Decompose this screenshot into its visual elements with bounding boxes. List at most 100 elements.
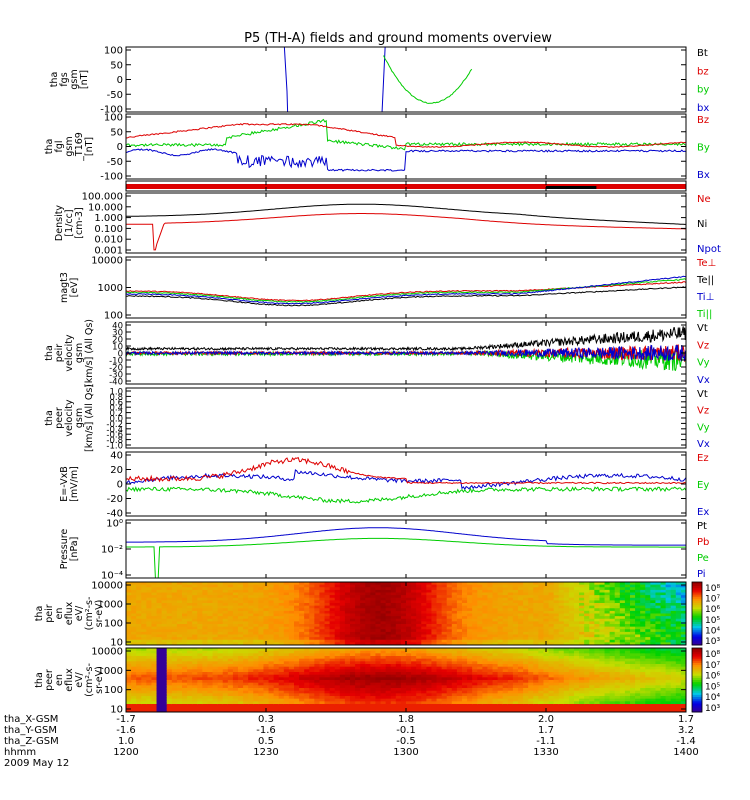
heatmap-cell — [574, 603, 580, 607]
heatmap-cell — [126, 584, 132, 588]
heatmap-cell — [334, 639, 341, 643]
heatmap-cell — [512, 608, 519, 612]
heatmap-cell — [273, 650, 280, 654]
heatmap-cell — [385, 661, 392, 665]
heatmap-cell — [217, 674, 224, 678]
heatmap-cell — [533, 634, 539, 638]
heatmap-cell — [426, 680, 433, 684]
heatmap-cell — [589, 597, 595, 601]
heatmap-cell — [630, 626, 636, 630]
heatmap-cell — [278, 608, 285, 612]
heatmap-cell — [477, 674, 483, 678]
heatmap-cell — [288, 631, 295, 636]
heatmap-cell — [660, 603, 667, 607]
heatmap-cell — [263, 597, 270, 601]
heatmap-cell — [248, 639, 254, 643]
heatmap-cell — [411, 584, 417, 588]
heatmap-cell — [319, 597, 326, 601]
heatmap-cell — [350, 589, 356, 594]
heatmap-cell — [406, 595, 412, 599]
heatmap-cell — [380, 584, 387, 588]
heatmap-cell — [324, 664, 331, 668]
heatmap-cell — [288, 634, 295, 638]
heatmap-cell — [497, 629, 504, 633]
heatmap-cell — [456, 704, 463, 708]
heatmap-cell — [227, 650, 234, 654]
heatmap-cell — [248, 584, 254, 588]
heatmap-cell — [614, 595, 621, 599]
heatmap-cell — [166, 669, 173, 673]
heatmap-cell — [207, 661, 214, 665]
heatmap-cell — [492, 669, 499, 673]
heatmap-cell — [436, 626, 443, 630]
heatmap-cell — [329, 582, 336, 586]
heatmap-cell — [416, 631, 422, 636]
heatmap-cell — [441, 682, 448, 686]
heatmap-cell — [635, 616, 641, 620]
heatmap-cell — [268, 589, 275, 594]
heatmap-cell — [375, 693, 382, 697]
heatmap-cell — [248, 674, 254, 678]
plot-area-flag — [126, 184, 686, 189]
heatmap-cell — [334, 621, 341, 625]
heatmap-cell — [528, 704, 534, 708]
heatmap-cell — [645, 637, 651, 641]
heatmap-cell — [294, 704, 300, 708]
heatmap-cell — [187, 680, 193, 684]
heatmap-cell — [334, 650, 341, 654]
heatmap-cell — [487, 664, 494, 668]
heatmap-cell — [304, 693, 310, 697]
heatmap-cell — [645, 595, 651, 599]
heatmap-cell — [314, 634, 321, 638]
heatmap-cell — [441, 709, 448, 712]
heatmap-cell — [370, 626, 377, 630]
heatmap-cell — [441, 595, 448, 599]
heatmap-cell — [299, 653, 305, 657]
heatmap-cell — [482, 616, 489, 620]
heatmap-cell — [385, 709, 392, 712]
heatmap-cell — [151, 658, 158, 662]
heatmap-cell — [385, 621, 392, 625]
heatmap-cell — [161, 696, 168, 700]
heatmap-cell — [126, 674, 132, 678]
heatmap-cell — [456, 582, 463, 586]
heatmap-cell — [568, 648, 575, 652]
heatmap-cell — [207, 698, 214, 702]
heatmap-cell — [375, 608, 382, 612]
heatmap-cell — [502, 674, 509, 678]
heatmap-cell — [304, 690, 310, 694]
heatmap-cell — [299, 666, 305, 670]
heatmap-cell — [487, 688, 494, 692]
heatmap-cell — [273, 661, 280, 665]
heatmap-cell — [299, 613, 305, 617]
heatmap-cell — [329, 584, 336, 588]
heatmap-cell — [421, 693, 427, 697]
heatmap-cell — [294, 653, 300, 657]
heatmap-cell — [161, 589, 168, 594]
heatmap-cell — [136, 621, 142, 625]
heatmap-cell — [456, 610, 463, 615]
heatmap-cell — [360, 653, 366, 657]
heatmap-cell — [446, 587, 453, 591]
heatmap-cell — [355, 690, 361, 694]
heatmap-cell — [227, 696, 234, 700]
heatmap-cell — [202, 653, 209, 657]
heatmap-cell — [263, 696, 270, 700]
heatmap-cell — [411, 680, 417, 684]
heatmap-cell — [579, 600, 585, 604]
heatmap-cell — [278, 653, 285, 657]
heatmap-cell — [579, 621, 585, 625]
heatmap-cell — [400, 631, 407, 636]
heatmap-cell — [166, 701, 173, 705]
heatmap-cell — [222, 672, 229, 676]
heatmap-cell — [176, 639, 183, 643]
heatmap-cell — [273, 664, 280, 668]
heatmap-cell — [258, 592, 265, 596]
heatmap-cell — [451, 693, 458, 697]
heatmap-cell — [451, 634, 458, 638]
heatmap-cell — [568, 693, 575, 697]
heatmap-cell — [543, 631, 550, 636]
heatmap-cell — [456, 589, 463, 594]
y-axis-label: en — [54, 608, 65, 620]
